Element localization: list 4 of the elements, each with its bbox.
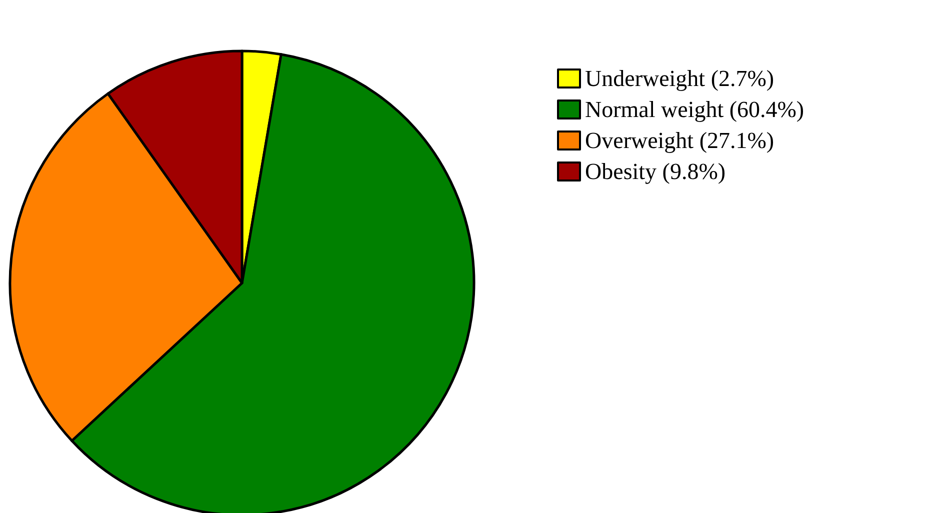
legend-label: Underweight (2.7%) xyxy=(585,66,774,91)
legend-label: Obesity (9.8%) xyxy=(585,159,726,184)
legend-label: Overweight (27.1%) xyxy=(585,128,774,153)
legend-label: Normal weight (60.4%) xyxy=(585,97,804,122)
